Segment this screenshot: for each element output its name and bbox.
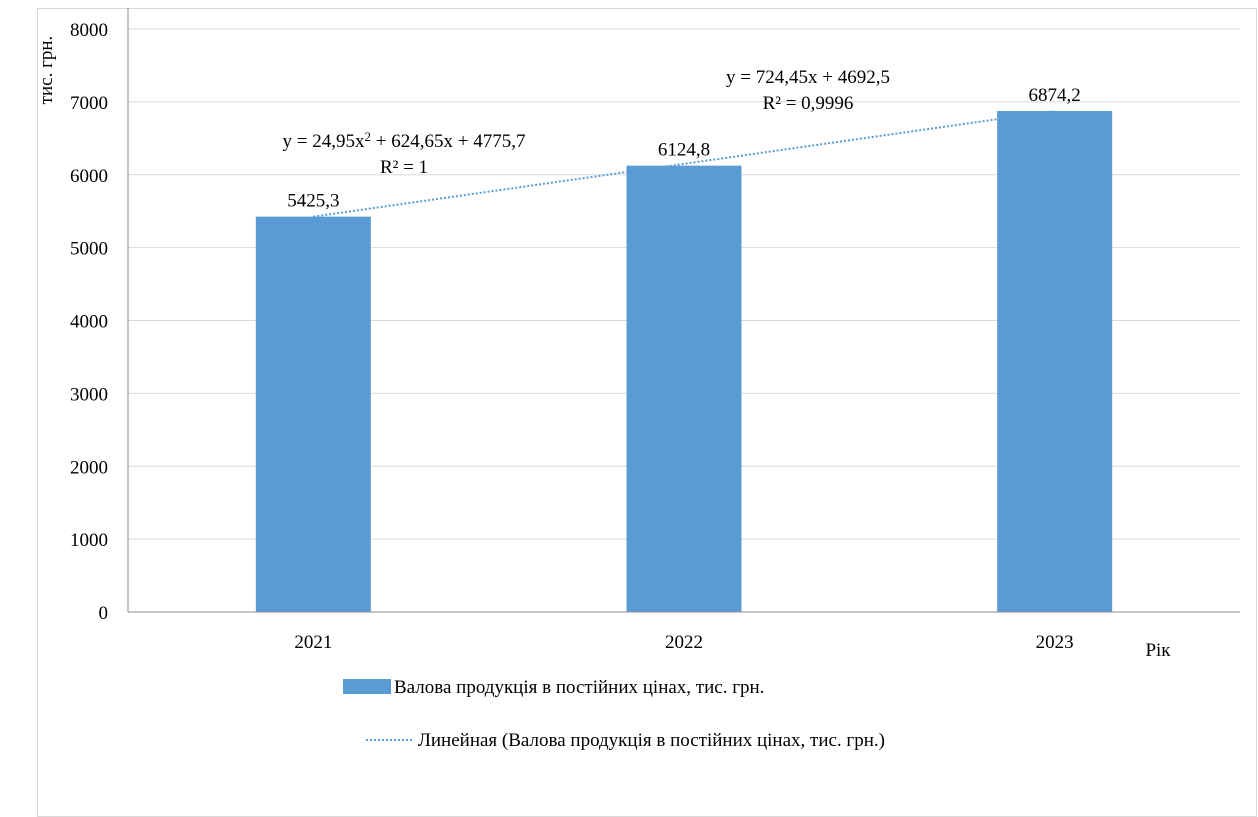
trendline: [313, 110, 1055, 218]
data-label: 6124,8: [658, 140, 710, 161]
data-label: 5425,3: [287, 191, 339, 212]
y-axis-title: тис. грн.: [36, 36, 57, 105]
data-label: 6874,2: [1029, 85, 1081, 106]
legend-bar-swatch: [343, 679, 391, 694]
legend: Валова продукція в постійних цінах, тис.…: [343, 677, 885, 751]
y-tick-label: 3000: [70, 384, 108, 405]
bar: [997, 111, 1113, 613]
trend-r-squared-2: R² = 0,9996: [763, 93, 854, 114]
y-tick-label: 4000: [70, 312, 108, 333]
x-axis-ticks: 2021 2022 2023: [294, 632, 1073, 653]
trend-r-squared-1: R² = 1: [380, 157, 428, 178]
y-axis-ticks: 0 1000 2000 3000 4000 5000 6000 7000 8000: [70, 20, 108, 624]
bars: [255, 111, 1113, 613]
x-tick-label: 2022: [665, 632, 703, 653]
x-tick-label: 2023: [1036, 632, 1074, 653]
trend-equation-1: y = 24,95x2 + 624,65x + 4775,7: [283, 129, 526, 152]
data-labels: 5425,3 6124,8 6874,2: [287, 85, 1081, 212]
y-tick-label: 8000: [70, 20, 108, 41]
x-tick-label: 2021: [294, 632, 332, 653]
legend-bar-label: Валова продукція в постійних цінах, тис.…: [394, 677, 764, 698]
y-tick-label: 2000: [70, 457, 108, 478]
bar: [255, 216, 371, 612]
y-tick-label: 7000: [70, 93, 108, 114]
y-tick-label: 0: [99, 603, 109, 624]
x-axis-title: Рік: [1145, 640, 1171, 661]
bar: [626, 165, 742, 612]
trend-equation-2: y = 724,45x + 4692,5: [726, 67, 890, 88]
y-tick-label: 1000: [70, 530, 108, 551]
y-tick-label: 6000: [70, 166, 108, 187]
y-tick-label: 5000: [70, 239, 108, 260]
legend-trend-label: Линейная (Валова продукція в постійних ц…: [418, 730, 885, 751]
trend-line: [313, 110, 1055, 218]
